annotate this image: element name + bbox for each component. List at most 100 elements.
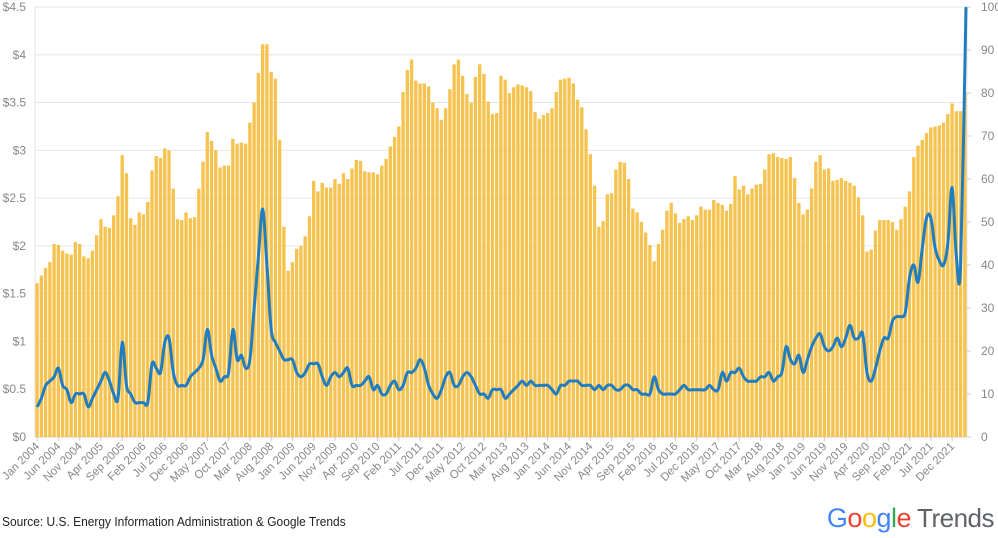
price-bar	[609, 193, 614, 437]
price-bar	[380, 165, 384, 437]
left-axis-tick-label: $4	[13, 48, 27, 62]
price-bar	[895, 229, 899, 437]
price-bar	[388, 146, 392, 437]
price-bar	[878, 220, 882, 437]
price-bar	[60, 250, 65, 437]
price-bar	[129, 218, 133, 437]
source-note: Source: U.S. Energy Information Administ…	[2, 514, 346, 529]
gas-price-trends-chart: $0 $0.5 $1 $1.5 $2 $2.5 $3 $3.5 $4 $4.5 0 10 20 30 40…	[0, 0, 998, 485]
price-bar	[695, 215, 699, 437]
price-bar	[924, 133, 929, 437]
price-bar	[946, 114, 950, 438]
right-axis-tick-label: 50	[981, 215, 995, 229]
price-bar	[592, 185, 597, 437]
price-bar	[290, 262, 295, 437]
price-bar	[222, 165, 227, 437]
price-bar	[686, 216, 690, 437]
price-bar	[631, 208, 635, 437]
price-bar	[141, 214, 146, 437]
trends-wordmark: Trends	[917, 503, 994, 533]
price-bar	[941, 122, 946, 437]
price-bar	[660, 229, 665, 437]
price-bar	[90, 250, 95, 437]
price-bar	[516, 84, 520, 438]
price-bar	[94, 235, 99, 437]
price-bar	[99, 219, 103, 437]
price-bar	[469, 102, 473, 438]
price-bar	[397, 126, 401, 437]
price-bar	[614, 169, 618, 437]
left-axis-tick-label: $1.5	[3, 287, 27, 301]
price-bar	[733, 176, 737, 437]
price-bar	[890, 222, 895, 437]
price-bar	[486, 101, 490, 437]
right-axis-tick-label: 100	[981, 0, 998, 14]
price-bar	[439, 119, 444, 437]
price-bar	[409, 59, 414, 438]
price-bar	[392, 136, 397, 437]
price-bar	[703, 209, 707, 437]
left-axis: $0 $0.5 $1 $1.5 $2 $2.5 $3 $3.5 $4 $4.5	[3, 0, 27, 444]
price-bar	[103, 226, 107, 437]
price-bar	[503, 79, 507, 437]
left-axis-tick-label: $2	[13, 239, 27, 253]
price-bar	[273, 78, 278, 438]
price-bar	[333, 179, 337, 437]
price-bar	[422, 83, 427, 437]
price-bar	[35, 283, 39, 437]
right-axis-tick-label: 20	[981, 344, 995, 358]
price-bar	[571, 83, 575, 437]
price-bar	[822, 169, 827, 437]
price-bar	[307, 216, 312, 437]
price-bar	[218, 167, 222, 438]
price-bar	[214, 150, 218, 438]
price-bar	[337, 183, 341, 437]
right-axis-tick-label: 0	[981, 430, 988, 444]
price-bar	[209, 140, 214, 437]
price-bar	[618, 161, 622, 438]
price-bar	[597, 226, 601, 437]
price-bar	[86, 258, 90, 437]
price-bar	[741, 185, 746, 437]
price-bar	[56, 244, 61, 437]
price-bar	[52, 243, 56, 437]
price-bar	[563, 78, 567, 438]
price-bar	[648, 244, 652, 437]
right-axis-tick-label: 40	[981, 258, 995, 272]
price-bar	[643, 232, 648, 437]
google-wordmark: Google	[826, 503, 912, 533]
price-bar	[69, 254, 73, 437]
price-bar	[167, 150, 171, 438]
price-bar	[933, 126, 937, 437]
left-axis-tick-label: $3	[13, 143, 27, 157]
price-bar	[690, 220, 695, 437]
price-bar	[443, 108, 448, 438]
price-bar	[354, 159, 358, 437]
price-bar	[124, 173, 129, 437]
price-bar	[171, 188, 175, 437]
price-bar	[65, 253, 69, 437]
price-bar	[529, 91, 533, 437]
price-bar	[507, 93, 512, 437]
price-bar	[490, 114, 495, 438]
price-bar	[729, 203, 733, 437]
right-axis: 0 10 20 30 40 50 60 70 80 90 100	[967, 0, 998, 444]
price-bar	[839, 178, 844, 438]
price-bar	[520, 85, 524, 437]
price-bar	[792, 178, 797, 438]
price-bar	[465, 93, 469, 437]
price-bar	[43, 267, 48, 437]
price-bar	[712, 200, 716, 437]
price-bar	[112, 215, 116, 437]
price-bar	[184, 212, 188, 437]
price-bar	[320, 182, 324, 437]
price-bar	[137, 212, 141, 437]
price-bar	[929, 127, 933, 438]
google-trends-logo: Google Trends	[826, 503, 995, 534]
price-bar	[720, 204, 724, 437]
right-axis-tick-label: 10	[981, 387, 995, 401]
price-bar	[482, 73, 486, 437]
price-bar	[346, 179, 350, 437]
price-bar	[771, 153, 775, 437]
